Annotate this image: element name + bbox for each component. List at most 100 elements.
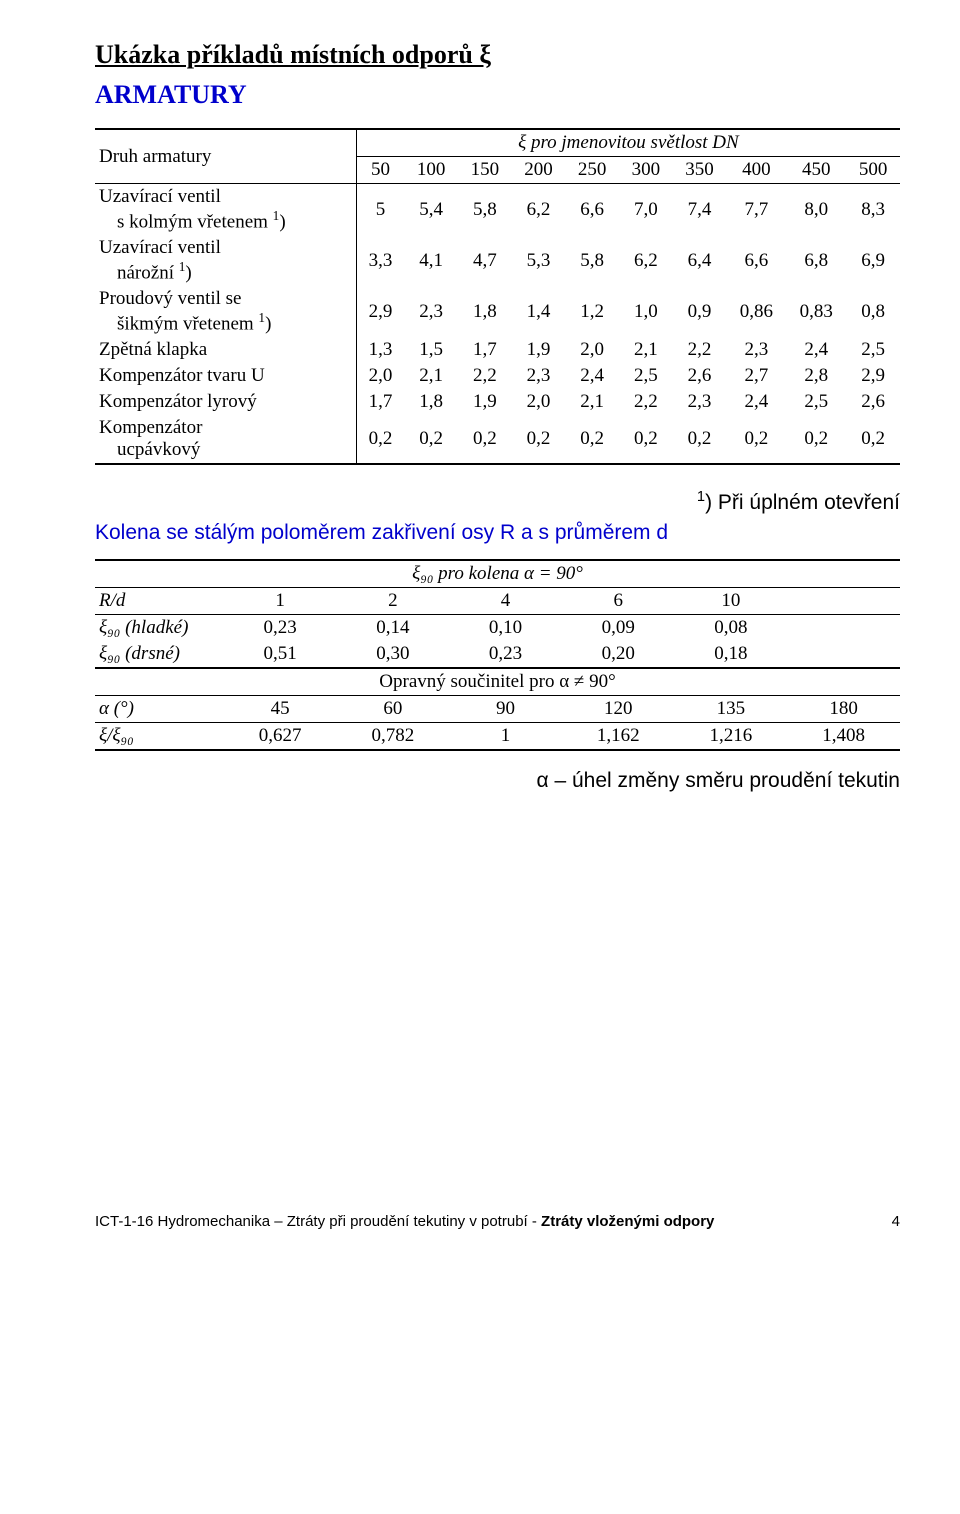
rd-cell: 1 bbox=[224, 587, 337, 614]
alpha-cell: 90 bbox=[449, 695, 562, 722]
table1-cell: 7,4 bbox=[673, 184, 727, 236]
alpha-cell: 120 bbox=[562, 695, 675, 722]
table1-cell: 7,7 bbox=[726, 184, 786, 236]
table1-cell: 2,3 bbox=[512, 363, 566, 389]
table1-cell: 2,2 bbox=[619, 389, 673, 415]
alpha-label: α (°) bbox=[95, 695, 224, 722]
table1-cell: 2,0 bbox=[565, 337, 619, 363]
table1-col1-header: Druh armatury bbox=[95, 129, 356, 184]
table2-top-header: ξ₉₀ pro kolena α = 90° bbox=[95, 560, 900, 588]
rd-cell: 6 bbox=[562, 587, 675, 614]
table1-cell: 6,4 bbox=[673, 235, 727, 286]
table1-cell: 1,8 bbox=[404, 389, 458, 415]
ratio-cell: 1 bbox=[449, 722, 562, 750]
drsne-label: ξ₉₀ (drsné) bbox=[95, 641, 224, 668]
table1-cell: 0,8 bbox=[846, 286, 900, 337]
table1-row-label: Uzavírací ventils kolmým vřetenem 1) bbox=[95, 184, 356, 236]
table1-cell: 0,2 bbox=[846, 415, 900, 464]
table1-cell: 2,6 bbox=[673, 363, 727, 389]
rd-label: R/d bbox=[95, 587, 224, 614]
table1-cell: 1,8 bbox=[458, 286, 512, 337]
dn-header-cell: 200 bbox=[512, 157, 566, 184]
ratio-cell: 1,408 bbox=[787, 722, 900, 750]
rd-cell: 4 bbox=[449, 587, 562, 614]
footer-bold: Ztráty vloženými odpory bbox=[541, 1213, 714, 1230]
armatury-table: Druh armatury ξ pro jmenovitou světlost … bbox=[95, 128, 900, 465]
table1-row-label: Uzavírací ventilnárožní 1) bbox=[95, 235, 356, 286]
table1-cell: 1,5 bbox=[404, 337, 458, 363]
dn-header-cell: 500 bbox=[846, 157, 900, 184]
footnote-1: 1) Při úplném otevření bbox=[95, 489, 900, 515]
ratio-cell: 0,627 bbox=[224, 722, 337, 750]
ratio-cell: 1,162 bbox=[562, 722, 675, 750]
alpha-note: α – úhel změny směru proudění tekutin bbox=[95, 769, 900, 793]
table1-cell: 2,3 bbox=[404, 286, 458, 337]
table1-cell: 5,3 bbox=[512, 235, 566, 286]
table1-cell: 3,3 bbox=[356, 235, 404, 286]
table1-cell: 2,1 bbox=[404, 363, 458, 389]
table1-cell: 2,5 bbox=[846, 337, 900, 363]
table1-cell: 2,2 bbox=[458, 363, 512, 389]
hladke-cell: 0,23 bbox=[224, 614, 337, 641]
table1-cell: 1,9 bbox=[512, 337, 566, 363]
table1-cell: 2,8 bbox=[786, 363, 846, 389]
drsne-cell: 0,20 bbox=[562, 641, 675, 668]
kolena-table: ξ₉₀ pro kolena α = 90° R/d 124610 ξ₉₀ (h… bbox=[95, 559, 900, 751]
table1-cell: 2,4 bbox=[786, 337, 846, 363]
table1-cell: 5,4 bbox=[404, 184, 458, 236]
table1-cell: 1,9 bbox=[458, 389, 512, 415]
table1-cell: 5 bbox=[356, 184, 404, 236]
table1-span-header: ξ pro jmenovitou světlost DN bbox=[356, 129, 900, 157]
hladke-label: ξ₉₀ (hladké) bbox=[95, 614, 224, 641]
table1-cell: 4,7 bbox=[458, 235, 512, 286]
table1-cell: 2,7 bbox=[726, 363, 786, 389]
alpha-cell: 135 bbox=[675, 695, 788, 722]
table1-cell: 2,4 bbox=[726, 389, 786, 415]
page-footer: ICT-1-16 Hydromechanika – Ztráty při pro… bbox=[95, 1213, 900, 1230]
table1-cell: 5,8 bbox=[458, 184, 512, 236]
table1-cell: 2,4 bbox=[565, 363, 619, 389]
alpha-cell: 45 bbox=[224, 695, 337, 722]
table1-row-label: Proudový ventil sešikmým vřetenem 1) bbox=[95, 286, 356, 337]
table1-row-label: Kompenzátor tvaru U bbox=[95, 363, 356, 389]
table2-mid-header: Opravný součinitel pro α ≠ 90° bbox=[95, 668, 900, 696]
table1-cell: 2,9 bbox=[846, 363, 900, 389]
table1-cell: 0,2 bbox=[565, 415, 619, 464]
table1-cell: 0,2 bbox=[673, 415, 727, 464]
table1-cell: 4,1 bbox=[404, 235, 458, 286]
dn-header-cell: 400 bbox=[726, 157, 786, 184]
page-heading: Ukázka příkladů místních odporů ξ bbox=[95, 40, 900, 70]
hladke-cell: 0,08 bbox=[675, 614, 788, 641]
dn-header-cell: 100 bbox=[404, 157, 458, 184]
table1-cell: 1,7 bbox=[356, 389, 404, 415]
table1-row-label: Kompenzátor lyrový bbox=[95, 389, 356, 415]
table1-cell: 1,3 bbox=[356, 337, 404, 363]
table1-cell: 6,6 bbox=[726, 235, 786, 286]
dn-header-cell: 350 bbox=[673, 157, 727, 184]
table1-cell: 1,2 bbox=[565, 286, 619, 337]
rd-cell: 10 bbox=[675, 587, 788, 614]
drsne-cell: 0,30 bbox=[336, 641, 449, 668]
table1-cell: 0,9 bbox=[673, 286, 727, 337]
table1-cell: 0,2 bbox=[619, 415, 673, 464]
table1-cell: 1,7 bbox=[458, 337, 512, 363]
table1-cell: 8,3 bbox=[846, 184, 900, 236]
table1-cell: 0,86 bbox=[726, 286, 786, 337]
rd-cell: 2 bbox=[336, 587, 449, 614]
dn-header-cell: 50 bbox=[356, 157, 404, 184]
table1-row-label: Zpětná klapka bbox=[95, 337, 356, 363]
table1-cell: 0,2 bbox=[458, 415, 512, 464]
table1-cell: 2,6 bbox=[846, 389, 900, 415]
table1-cell: 0,2 bbox=[512, 415, 566, 464]
table1-cell: 6,9 bbox=[846, 235, 900, 286]
table1-cell: 0,2 bbox=[404, 415, 458, 464]
table1-cell: 7,0 bbox=[619, 184, 673, 236]
table1-row-label: Kompenzátorucpávkový bbox=[95, 415, 356, 464]
table1-cell: 2,3 bbox=[726, 337, 786, 363]
table1-cell: 2,1 bbox=[619, 337, 673, 363]
table1-cell: 2,0 bbox=[356, 363, 404, 389]
table1-cell: 2,0 bbox=[512, 389, 566, 415]
table1-cell: 0,2 bbox=[726, 415, 786, 464]
table1-cell: 5,8 bbox=[565, 235, 619, 286]
ratio-cell: 0,782 bbox=[336, 722, 449, 750]
